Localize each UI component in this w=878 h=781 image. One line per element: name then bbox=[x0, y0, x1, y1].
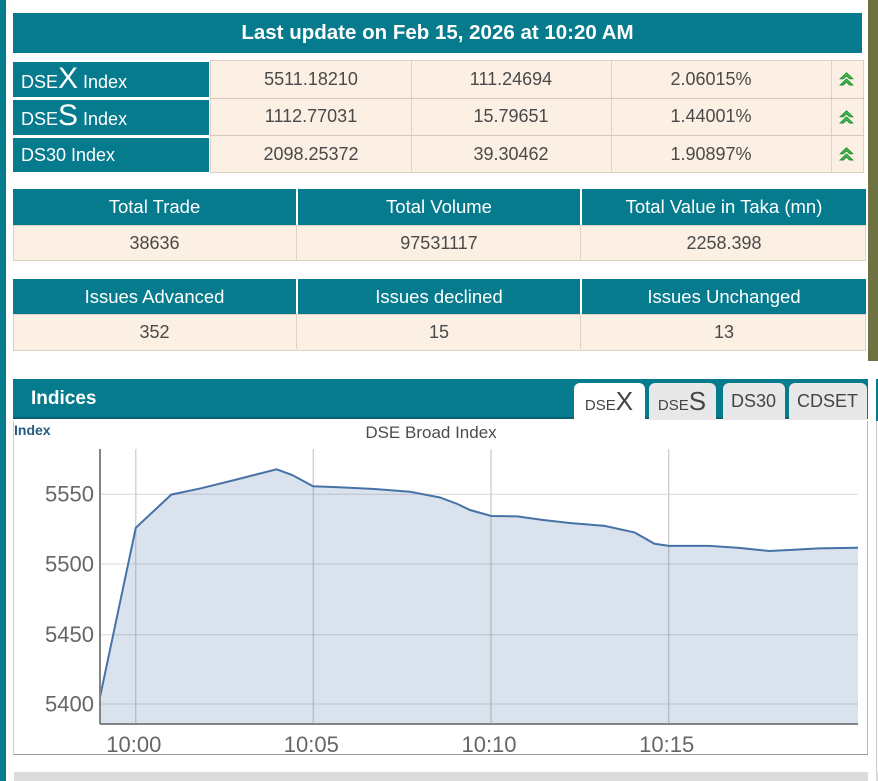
svg-text:10:00: 10:00 bbox=[106, 732, 161, 755]
svg-text:5450: 5450 bbox=[45, 622, 94, 647]
svg-text:10:10: 10:10 bbox=[461, 732, 516, 755]
svg-text:10:05: 10:05 bbox=[284, 732, 339, 755]
svg-text:10:15: 10:15 bbox=[639, 732, 694, 755]
svg-text:5550: 5550 bbox=[45, 482, 94, 507]
svg-text:5500: 5500 bbox=[45, 551, 94, 576]
svg-text:5400: 5400 bbox=[45, 691, 94, 716]
